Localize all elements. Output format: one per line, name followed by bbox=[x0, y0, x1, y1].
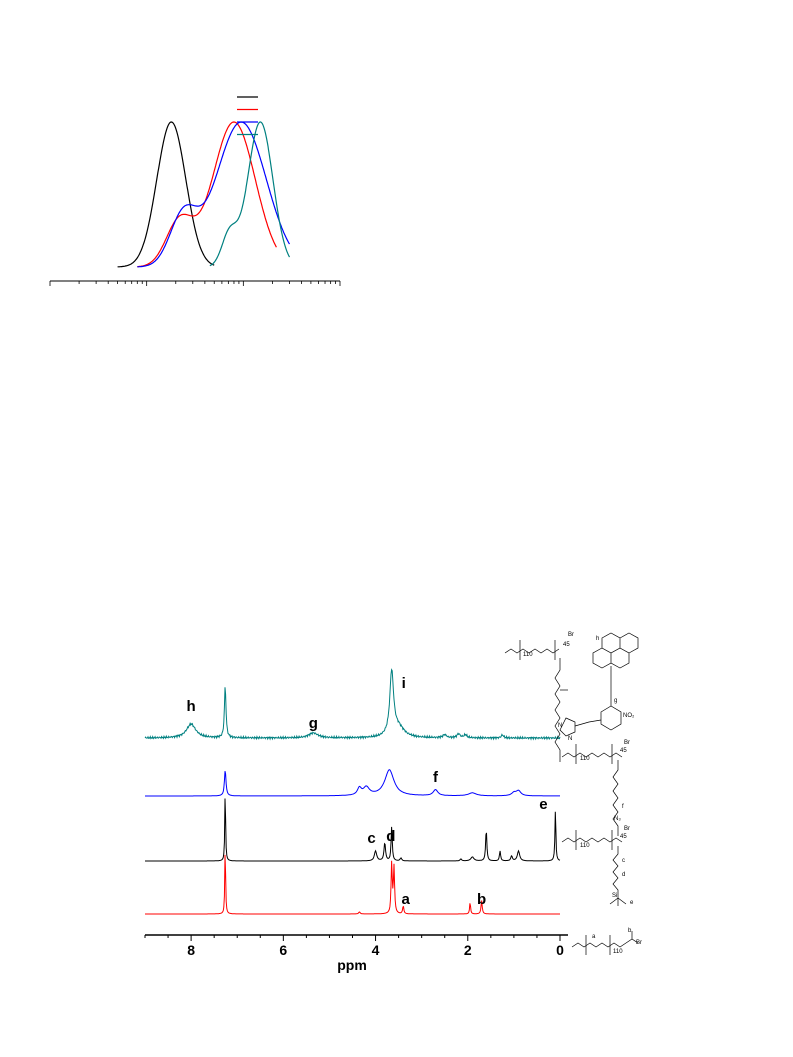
gpc-series-line bbox=[209, 121, 291, 267]
structure-bottom-br: Br bbox=[636, 940, 642, 946]
gpc-series-line bbox=[117, 121, 215, 268]
gpc-x-ticks bbox=[49, 281, 341, 286]
nmr-spectrum-line bbox=[144, 668, 561, 741]
structure-top-n2: N bbox=[568, 736, 572, 742]
nmr-peak-label-a: a bbox=[402, 891, 411, 908]
nmr-x-tick-label: 4 bbox=[372, 942, 380, 958]
nmr-x-tick-label: 0 bbox=[556, 942, 564, 958]
structure-third-d: d bbox=[622, 872, 625, 878]
structure-top-dp45: 45 bbox=[563, 642, 570, 648]
structure-second: Br 45 110 f N₃ bbox=[561, 740, 630, 836]
structure-third-dp110: 110 bbox=[580, 843, 590, 849]
nmr-peak-label-c: c bbox=[367, 830, 375, 847]
structure-second-dp45: 45 bbox=[620, 748, 627, 754]
gpc-chart bbox=[49, 96, 341, 286]
structure-bottom: Br 110 a b bbox=[571, 928, 642, 955]
structure-top-no2: NO₂ bbox=[623, 713, 635, 719]
structure-top-h: h bbox=[596, 636, 599, 642]
nmr-peak-label-h: h bbox=[187, 698, 196, 715]
nmr-spectra bbox=[144, 668, 561, 915]
structure-top-dp110: 110 bbox=[523, 652, 533, 658]
structure-third: Br 45 110 c d Si e bbox=[561, 826, 634, 906]
nmr-peak-label-g: g bbox=[309, 715, 318, 732]
structure-top-n1: N bbox=[558, 723, 562, 729]
structure-third-c: c bbox=[622, 858, 625, 864]
structure-bottom-b: b bbox=[628, 928, 632, 934]
nmr-spectrum-line bbox=[145, 798, 561, 862]
nmr-x-ticks: 8 6 4 2 0 bbox=[144, 935, 564, 958]
nmr-x-tick-label: 6 bbox=[279, 942, 287, 958]
gpc-curves bbox=[117, 121, 291, 268]
structure-second-br: Br bbox=[624, 740, 630, 746]
structure-top: Br 45 110 h g NO₂ N N bbox=[504, 632, 639, 762]
structure-third-si: Si bbox=[612, 893, 617, 899]
nmr-chart: h g i f c d e a b 8 6 4 2 0 ppm bbox=[144, 668, 568, 973]
structure-top-br: Br bbox=[568, 632, 574, 638]
gpc-series-line bbox=[137, 121, 291, 268]
structure-second-dp110: 110 bbox=[580, 756, 590, 762]
structure-second-n3: N₃ bbox=[614, 816, 621, 822]
structure-third-dp45: 45 bbox=[620, 834, 627, 840]
gpc-legend bbox=[237, 96, 258, 136]
structure-third-e: e bbox=[630, 900, 634, 906]
nmr-x-tick-label: 8 bbox=[187, 942, 195, 958]
nmr-peak-label-d: d bbox=[386, 828, 395, 845]
nmr-peak-labels: h g i f c d e a b bbox=[187, 675, 548, 908]
gpc-series-line bbox=[137, 121, 277, 268]
structure-bottom-a: a bbox=[592, 934, 596, 940]
nmr-peak-label-i: i bbox=[402, 675, 406, 692]
structure-bottom-dp110: 110 bbox=[613, 949, 623, 955]
nmr-x-tick-label: 2 bbox=[464, 942, 472, 958]
structure-third-br: Br bbox=[624, 826, 630, 832]
nmr-peak-label-e: e bbox=[539, 796, 547, 813]
nmr-peak-label-b: b bbox=[477, 891, 486, 908]
structure-top-g: g bbox=[614, 698, 617, 704]
nmr-peak-label-f: f bbox=[433, 769, 439, 786]
nmr-spectrum-line bbox=[145, 769, 560, 797]
nmr-x-axis-title: ppm bbox=[337, 957, 367, 973]
structure-second-f: f bbox=[622, 804, 624, 810]
nmr-spectrum-line bbox=[145, 854, 560, 915]
